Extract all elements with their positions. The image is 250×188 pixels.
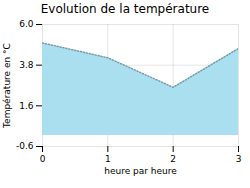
svg-text:1.6: 1.6: [19, 101, 34, 111]
svg-text:heure par heure: heure par heure: [104, 166, 177, 176]
svg-text:6.0: 6.0: [19, 19, 34, 29]
html-text:Evolution de la température: Evolution de la température: [40, 2, 210, 16]
svg-text:3.8: 3.8: [19, 60, 34, 70]
svg-text:Température en °C: Température en °C: [2, 43, 12, 129]
svg-text:3: 3: [236, 154, 242, 164]
svg-text:2: 2: [170, 154, 176, 164]
svg-text:1: 1: [105, 154, 111, 164]
svg-text:0: 0: [40, 154, 46, 164]
svg-text:-0.6: -0.6: [16, 141, 34, 151]
